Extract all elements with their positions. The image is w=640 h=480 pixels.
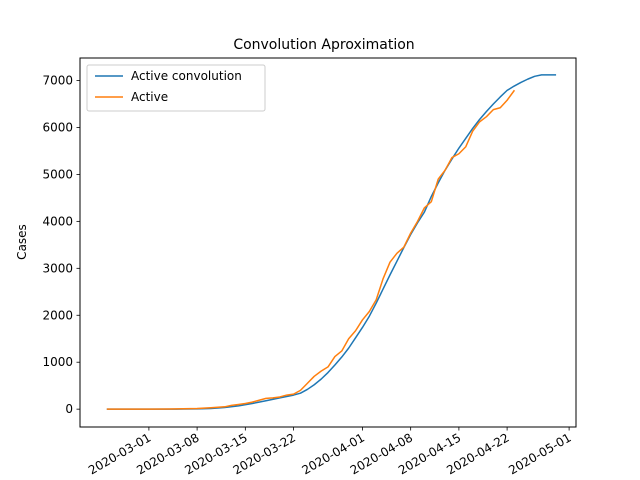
axes-frame bbox=[79, 57, 577, 428]
y-tick-label: 4000 bbox=[42, 214, 73, 228]
legend: Active convolution Active bbox=[86, 64, 266, 112]
y-tick-label: 5000 bbox=[42, 167, 73, 181]
legend-label-2: Active bbox=[131, 90, 168, 104]
y-tick-label: 2000 bbox=[42, 308, 73, 322]
plot-area bbox=[106, 74, 557, 410]
y-tick-label: 3000 bbox=[42, 261, 73, 275]
y-tick-label: 0 bbox=[65, 402, 73, 416]
series-line-1 bbox=[106, 74, 557, 410]
chart-title: Convolution Aproximation bbox=[233, 37, 414, 53]
y-axis-label: Cases bbox=[15, 224, 29, 260]
y-tick-label: 7000 bbox=[42, 74, 73, 88]
series-line-2 bbox=[106, 89, 516, 410]
y-tick-label: 1000 bbox=[42, 355, 73, 369]
legend-box bbox=[86, 64, 266, 112]
legend-label-1: Active convolution bbox=[131, 69, 242, 83]
y-axis: 0 1000 2000 3000 4000 5000 6000 7000 bbox=[42, 74, 80, 416]
y-tick-label: 6000 bbox=[42, 120, 73, 134]
